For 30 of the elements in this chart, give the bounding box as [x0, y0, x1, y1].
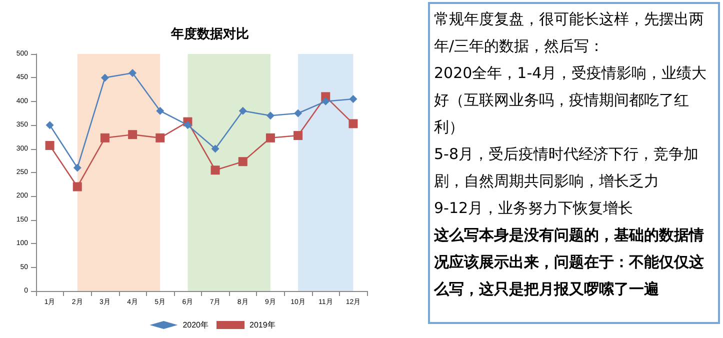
point [100, 74, 109, 82]
point [238, 157, 248, 166]
point [156, 106, 164, 115]
point [266, 133, 275, 142]
point [72, 182, 82, 192]
point [238, 106, 247, 115]
text: 这么写本身是没有问题的，基础的数据情况应该展示出来，问题在于：不能仅仅这么写，这只是把月报又啰嗦了一遍 [434, 225, 705, 300]
chart-title: 年度数据对比 [170, 26, 249, 41]
point [128, 130, 138, 140]
point [349, 95, 358, 104]
text: 9-12月，业务努力下恢复增长 [434, 198, 634, 219]
text: 5-8月，受后疫情时代经济下行，竞争加剧，自然周期共同影响，增长乏力 [434, 144, 700, 192]
point [294, 131, 303, 140]
point [266, 112, 274, 120]
point [294, 109, 302, 118]
text: 常规年度复盘，很可能长这样，先摆出两年/三年的数据，然后写： [434, 9, 705, 57]
point [184, 121, 192, 130]
point [348, 119, 358, 128]
text: 2020全年，1-4月，受疫情影响，业绩大好（互联网业务吗，疫情期间都吃了红利） [434, 63, 708, 138]
legend-label: 2019年 [250, 320, 276, 330]
point [73, 164, 82, 172]
point [211, 144, 220, 153]
legend-label: 2020年 [182, 320, 208, 330]
point [156, 133, 165, 142]
point [322, 97, 330, 106]
point [128, 68, 137, 77]
point [100, 133, 110, 142]
point [45, 140, 54, 150]
point [46, 121, 54, 130]
point [210, 166, 220, 175]
